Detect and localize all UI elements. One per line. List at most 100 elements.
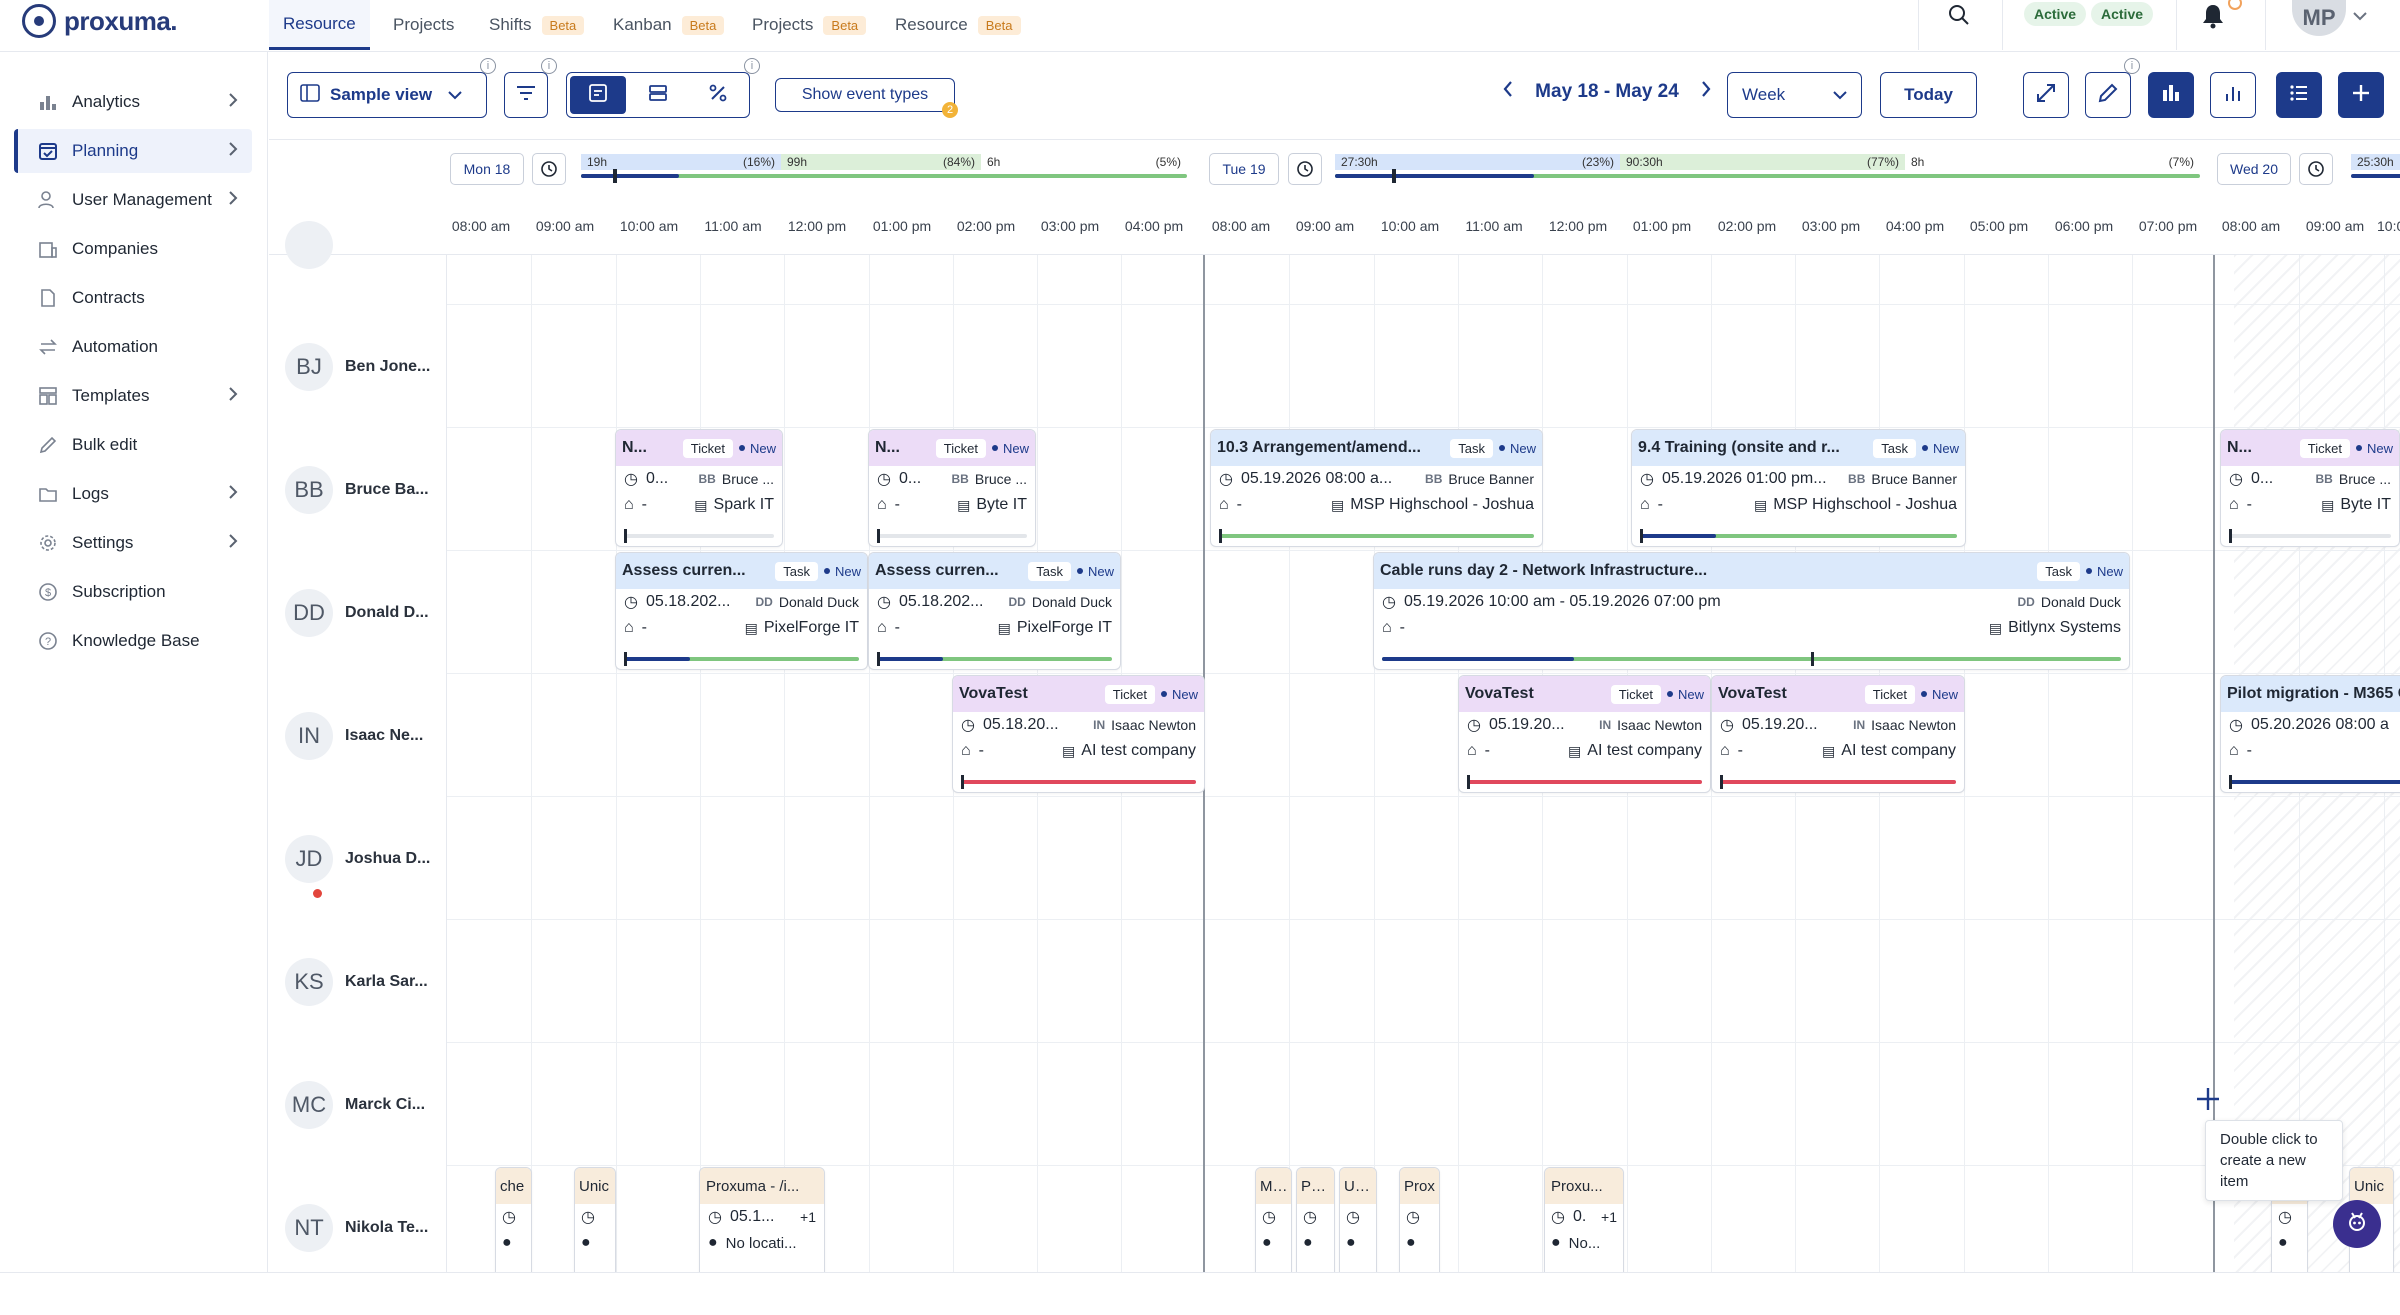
event-card[interactable]: Unic ◷ ● — [1339, 1167, 1377, 1272]
status-badge: Active — [2091, 2, 2154, 26]
day-chip-wed[interactable]: Wed 20 — [2217, 153, 2291, 185]
resource-row[interactable]: BB Bruce Ba... — [269, 428, 447, 551]
event-card[interactable]: VovaTest Ticket New ◷ 05.18.20... IN Isaac Ne… — [952, 675, 1205, 793]
add-item-button[interactable] — [2338, 72, 2384, 118]
resource-list: BJ Ben Jone... BB Bruce Ba... DD Donald … — [269, 221, 447, 1272]
sidebar-item-logs[interactable]: Logs — [14, 472, 252, 516]
event-card[interactable]: Prox ◷ ● — [1296, 1167, 1335, 1272]
sidebar-item-label: Contracts — [72, 288, 145, 307]
logo[interactable]: proxuma. — [22, 2, 178, 40]
clock-icon[interactable] — [1288, 153, 1322, 185]
search-icon[interactable] — [1944, 0, 1974, 30]
event-card[interactable]: Assess curren... Task New ◷ 05.18.202... DD D… — [615, 552, 868, 670]
clock-icon[interactable] — [532, 153, 566, 185]
event-card[interactable]: N... Ticket New ◷ 0... BB Bruce ... ⌂ - ▤ Byte I… — [868, 429, 1036, 547]
clock-icon: ◷ — [502, 1209, 516, 1226]
date-range-label: May 18 - May 24 — [1535, 81, 1679, 102]
info-icon[interactable]: i — [541, 58, 557, 74]
event-card[interactable]: che ◷ ● — [495, 1167, 532, 1272]
tab-projects[interactable]: Projects — [393, 0, 454, 50]
edit-button[interactable] — [2085, 72, 2131, 118]
resource-row[interactable]: BJ Ben Jone... — [269, 305, 447, 428]
sidebar-item-contracts[interactable]: Contracts — [14, 276, 252, 320]
event-card[interactable]: VovaTest Ticket New ◷ 05.19.20... IN Isaac Ne… — [1711, 675, 1965, 793]
assistant-chat-button[interactable] — [2333, 1200, 2381, 1248]
avatar[interactable]: MP — [2292, 0, 2346, 36]
resource-name: Bruce Ba... — [345, 480, 429, 498]
resource-row[interactable]: KS Karla Sar... — [269, 920, 447, 1043]
capacity-bar-wed: 25:30h — [2351, 154, 2400, 184]
tab-shifts[interactable]: Shifts Beta — [489, 0, 585, 50]
event-card[interactable]: 9.4 Training (onsite and r... Task New ◷ 05… — [1631, 429, 1966, 547]
event-card[interactable]: N... Ticket New ◷ 0... BB Bruce ... ⌂ - ▤ Byte I… — [2220, 429, 2400, 547]
resource-row[interactable]: JD Joshua D... — [269, 797, 447, 920]
sidebar-item-companies[interactable]: Companies — [14, 227, 252, 271]
chevron-left-icon[interactable] — [1502, 80, 1514, 104]
hour-label: 12:00 pm — [1548, 218, 1608, 234]
event-card[interactable]: 10.3 Arrangement/amend... Task New ◷ 05.19.… — [1210, 429, 1543, 547]
capacity-chart-button[interactable] — [2148, 72, 2194, 118]
avatar: KS — [285, 957, 333, 1006]
sidebar-item-automation[interactable]: Automation — [14, 325, 252, 369]
today-button[interactable]: Today — [1880, 72, 1977, 118]
tab-kanban[interactable]: Kanban Beta — [613, 0, 725, 50]
building-icon: ▤ — [1753, 496, 1768, 513]
tab-label: Projects — [752, 15, 814, 34]
day-chip-mon[interactable]: Mon 18 — [450, 153, 524, 185]
resource-name: Nikola Te... — [345, 1218, 429, 1236]
resource-row[interactable]: DD Donald D... — [269, 551, 447, 674]
hour-gridline — [616, 255, 617, 1272]
capacity-line-planned — [2351, 174, 2400, 178]
event-card[interactable]: Marc ◷ ● — [1255, 1167, 1292, 1272]
location-icon: ⌂ — [1382, 619, 1392, 636]
resource-row[interactable]: NT Nikola Te... — [269, 1166, 447, 1272]
compact-view-toggle[interactable] — [630, 76, 686, 114]
event-card[interactable]: Pilot migration - M365 C ◷ 05.20.2026 08:… — [2220, 675, 2400, 793]
sidebar: Analytics Planning User Management Compa… — [0, 52, 268, 1284]
clock-icon[interactable] — [2299, 153, 2333, 185]
divider — [1918, 0, 1919, 50]
sidebar-item-planning[interactable]: Planning — [14, 129, 252, 173]
bell-icon[interactable] — [2197, 0, 2229, 32]
percentage-view-toggle[interactable] — [690, 76, 746, 114]
event-card[interactable]: Unic ◷ ● — [574, 1167, 616, 1272]
sidebar-item-templates[interactable]: Templates — [14, 374, 252, 418]
event-card[interactable]: N... Ticket New ◷ 0... BB Bruce ... ⌂ - ▤ Spark … — [615, 429, 783, 547]
tab-resource-beta[interactable]: Resource Beta — [895, 0, 1021, 50]
chevron-right-icon[interactable] — [1700, 80, 1712, 104]
expand-button[interactable] — [2023, 72, 2069, 118]
building-icon: ▤ — [1568, 742, 1582, 759]
day-chip-tue[interactable]: Tue 19 — [1209, 153, 1279, 185]
event-card[interactable]: Proxuma - /i... ◷ 05.1... +1 ● No locati... — [699, 1167, 825, 1272]
chevron-down-icon[interactable] — [2350, 6, 2370, 26]
avatar: BJ — [285, 342, 333, 391]
filter-button[interactable] — [504, 72, 548, 118]
tab-resource[interactable]: Resource — [269, 0, 370, 50]
chevron-right-icon — [228, 484, 238, 505]
sidebar-item-subscription[interactable]: $ Subscription — [14, 570, 252, 614]
sidebar-item-settings[interactable]: Settings — [14, 521, 252, 565]
resource-row[interactable]: MC Marck Ci... — [269, 1043, 447, 1166]
view-selector[interactable]: Sample view — [287, 72, 487, 118]
period-select[interactable]: Week — [1727, 72, 1862, 118]
info-icon[interactable]: i — [2124, 58, 2140, 74]
show-event-types-button[interactable]: Show event types — [775, 78, 955, 112]
event-card[interactable]: Prox ◷ ● — [1399, 1167, 1440, 1272]
tab-projects-beta[interactable]: Projects Beta — [752, 0, 867, 50]
sidebar-item-bulk-edit[interactable]: Bulk edit — [14, 423, 252, 467]
list-view-button[interactable] — [2276, 72, 2322, 118]
event-card[interactable]: Proxu... ◷ 0. +1 ● No... — [1544, 1167, 1624, 1272]
resource-row[interactable]: IN Isaac Ne... — [269, 674, 447, 797]
card-view-toggle[interactable] — [570, 76, 626, 114]
info-icon[interactable]: i — [480, 58, 496, 74]
question-icon: ? — [36, 629, 60, 653]
sidebar-item-knowledge-base[interactable]: ? Knowledge Base — [14, 619, 252, 663]
event-card[interactable]: VovaTest Ticket New ◷ 05.19.20... IN Isaac Ne… — [1458, 675, 1711, 793]
sidebar-item-user-management[interactable]: User Management — [14, 178, 252, 222]
event-card[interactable]: Assess curren... Task New ◷ 05.18.202... DD D… — [868, 552, 1121, 670]
schedule-grid[interactable]: N... Ticket New ◷ 0... BB Bruce ... ⌂ - ▤ Spark … — [447, 255, 2400, 1272]
info-icon[interactable]: i — [744, 58, 760, 74]
event-card[interactable]: Cable runs day 2 - Network Infrastructur… — [1373, 552, 2130, 670]
stats-button[interactable] — [2210, 72, 2256, 118]
sidebar-item-analytics[interactable]: Analytics — [14, 80, 252, 124]
